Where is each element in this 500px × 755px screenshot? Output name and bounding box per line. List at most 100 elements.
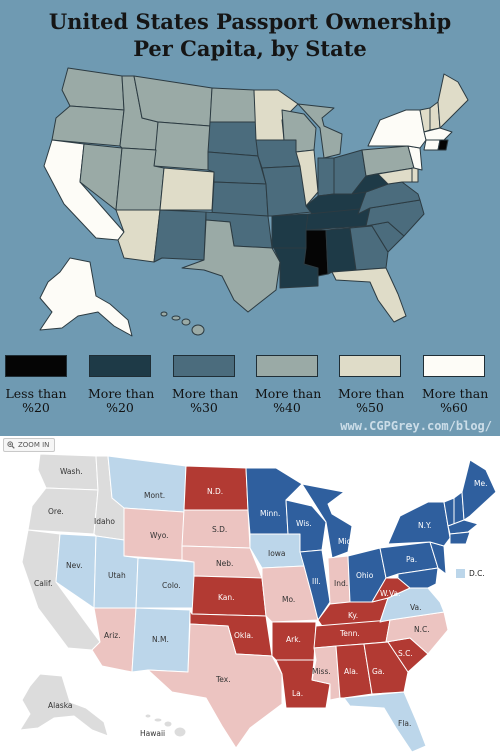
state-rhode-island: [437, 139, 449, 151]
zoom-in-button[interactable]: ZOOM IN: [3, 438, 56, 452]
label-miss: Miss.: [312, 667, 331, 676]
label-ind: Ind.: [334, 579, 348, 588]
state-south-dakota: [207, 121, 259, 157]
state-la: [275, 659, 331, 709]
magnifier-icon: [7, 441, 15, 449]
label-nd: N.D.: [207, 487, 223, 496]
legend-label: More than %20: [88, 386, 155, 415]
label-ala: Ala.: [344, 667, 358, 676]
label-minn: Minn.: [260, 509, 280, 518]
state-mont: [107, 455, 187, 513]
legend-label-line-2: %20: [22, 400, 50, 415]
state-arkansas: [271, 213, 309, 249]
legend-swatch: [5, 355, 67, 377]
state-alaska: [19, 673, 109, 737]
state-oregon: [51, 105, 125, 147]
state-fla: [343, 691, 427, 753]
state-iowa: [255, 139, 301, 169]
label-ga: Ga.: [372, 667, 385, 676]
state-new-mexico: [153, 209, 207, 263]
label-ore: Ore.: [48, 507, 64, 516]
passport-map-panel: United States Passport Ownership Per Cap…: [0, 0, 500, 436]
legend-swatch: [339, 355, 401, 377]
state-ala: [335, 643, 373, 699]
label-kan: Kan.: [218, 593, 235, 602]
hawaii-island-1: [144, 713, 152, 719]
legend-swatch: [256, 355, 318, 377]
legend-label-line-2: %20: [106, 400, 134, 415]
map-title-line-1: United States Passport Ownership: [48, 9, 452, 34]
state-tex: [147, 623, 283, 749]
state-washington: [61, 67, 125, 111]
label-ill: Ill.: [312, 577, 321, 586]
legend-label-line-1: More than: [88, 386, 155, 401]
state-alaska: [39, 257, 133, 337]
legend-item-over-20: More than %20: [88, 355, 155, 415]
legend-label-line-2: %50: [356, 400, 384, 415]
label-tenn: Tenn.: [339, 629, 360, 638]
state-hawaii: [144, 713, 187, 738]
label-utah: Utah: [108, 571, 126, 580]
state-florida: [331, 267, 407, 323]
state-kansas: [211, 181, 269, 217]
label-iowa: Iowa: [268, 549, 286, 558]
state-delaware: [411, 167, 419, 183]
state-new-york: [367, 109, 427, 149]
map-title: United States Passport Ownership Per Cap…: [0, 8, 500, 62]
state-arizona: [115, 209, 161, 263]
label-hawaii: Hawaii: [140, 729, 165, 738]
dc-swatch: [456, 569, 465, 578]
label-wis: Wis.: [296, 519, 312, 528]
label-mo: Mo.: [282, 595, 295, 604]
label-ohio: Ohio: [356, 571, 374, 580]
legend-label: More than %30: [172, 386, 239, 415]
state-north-dakota: [209, 87, 257, 123]
hawaii-island-2: [171, 315, 181, 321]
label-neb: Neb.: [216, 559, 233, 568]
label-nm: N.M.: [152, 635, 169, 644]
state-illinois: [295, 149, 319, 207]
state-nebraska: [207, 151, 267, 185]
state-ga: [363, 641, 409, 695]
label-nc: N.C.: [414, 625, 430, 634]
label-alaska: Alaska: [48, 701, 73, 710]
label-ark: Ark.: [286, 635, 301, 644]
state-mich: [301, 483, 353, 559]
state-labels: Wash. Ore. Idaho Mont. N.D. Minn. Wis. M…: [34, 467, 487, 738]
label-wva: W.Va.: [380, 589, 400, 598]
election-map-panel: Wash. Ore. Idaho Mont. N.D. Minn. Wis. M…: [0, 436, 500, 755]
state-wyoming: [153, 121, 211, 171]
legend-swatch: [89, 355, 151, 377]
label-nev: Nev.: [66, 561, 82, 570]
legend-swatch: [423, 355, 485, 377]
legend-label-line-1: More than: [172, 386, 239, 401]
label-pa: Pa.: [406, 555, 417, 564]
state-montana: [133, 75, 213, 127]
legend-label-line-1: Less than: [5, 386, 67, 401]
label-colo: Colo.: [162, 581, 181, 590]
hawaii-island-3: [181, 318, 191, 326]
label-okla: Okla.: [234, 631, 253, 640]
legend-item-over-50: More than %50: [338, 355, 404, 415]
dc-label: D.C.: [469, 569, 485, 578]
legend-item-over-30: More than %30: [172, 355, 239, 415]
state-massachusetts: [423, 127, 453, 141]
label-fla: Fla.: [398, 719, 411, 728]
label-va: Va.: [410, 603, 422, 612]
label-mich: Mich.: [338, 537, 358, 546]
passport-ownership-map: [39, 67, 469, 337]
state-mass: [447, 519, 479, 535]
label-idaho: Idaho: [94, 517, 115, 526]
state-conn-ri: [449, 531, 471, 545]
label-ky: Ky.: [348, 611, 358, 620]
hawaii-island-1: [160, 311, 168, 317]
hawaii-island-3: [163, 720, 173, 728]
hawaii-island-4: [191, 324, 205, 336]
state-connecticut: [423, 139, 441, 151]
state-texas: [181, 219, 281, 313]
label-la: La.: [292, 689, 303, 698]
dc-indicator: D.C.: [456, 569, 485, 578]
legend-label-line-1: More than: [422, 386, 489, 401]
state-ore: [27, 487, 99, 535]
state-me: [461, 459, 497, 521]
